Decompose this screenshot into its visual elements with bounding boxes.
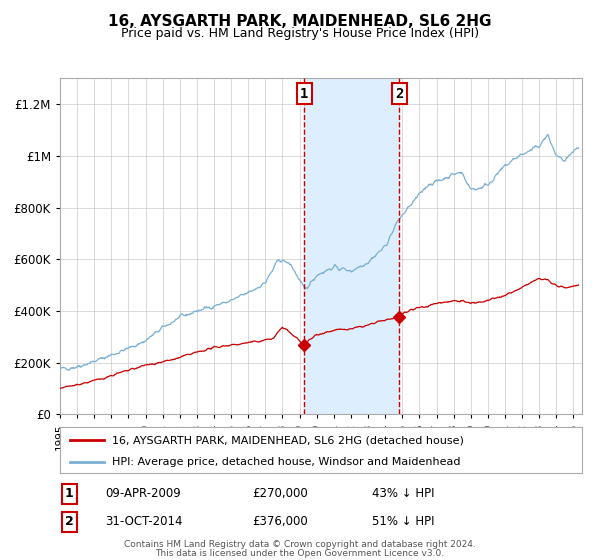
Text: 2: 2 bbox=[395, 86, 404, 101]
Text: 16, AYSGARTH PARK, MAIDENHEAD, SL6 2HG (detached house): 16, AYSGARTH PARK, MAIDENHEAD, SL6 2HG (… bbox=[112, 435, 464, 445]
Text: Contains HM Land Registry data © Crown copyright and database right 2024.: Contains HM Land Registry data © Crown c… bbox=[124, 540, 476, 549]
Text: 31-OCT-2014: 31-OCT-2014 bbox=[105, 515, 182, 529]
Text: 1: 1 bbox=[65, 487, 73, 501]
Text: 51% ↓ HPI: 51% ↓ HPI bbox=[372, 515, 434, 529]
Text: 09-APR-2009: 09-APR-2009 bbox=[105, 487, 181, 501]
Text: HPI: Average price, detached house, Windsor and Maidenhead: HPI: Average price, detached house, Wind… bbox=[112, 457, 461, 466]
Text: This data is licensed under the Open Government Licence v3.0.: This data is licensed under the Open Gov… bbox=[155, 549, 445, 558]
Text: Price paid vs. HM Land Registry's House Price Index (HPI): Price paid vs. HM Land Registry's House … bbox=[121, 27, 479, 40]
Bar bbox=[304, 78, 400, 414]
Text: 1: 1 bbox=[300, 86, 308, 101]
Text: 43% ↓ HPI: 43% ↓ HPI bbox=[372, 487, 434, 501]
Text: 2: 2 bbox=[65, 515, 73, 529]
Text: £270,000: £270,000 bbox=[252, 487, 308, 501]
Text: 16, AYSGARTH PARK, MAIDENHEAD, SL6 2HG: 16, AYSGARTH PARK, MAIDENHEAD, SL6 2HG bbox=[108, 14, 492, 29]
Text: £376,000: £376,000 bbox=[252, 515, 308, 529]
